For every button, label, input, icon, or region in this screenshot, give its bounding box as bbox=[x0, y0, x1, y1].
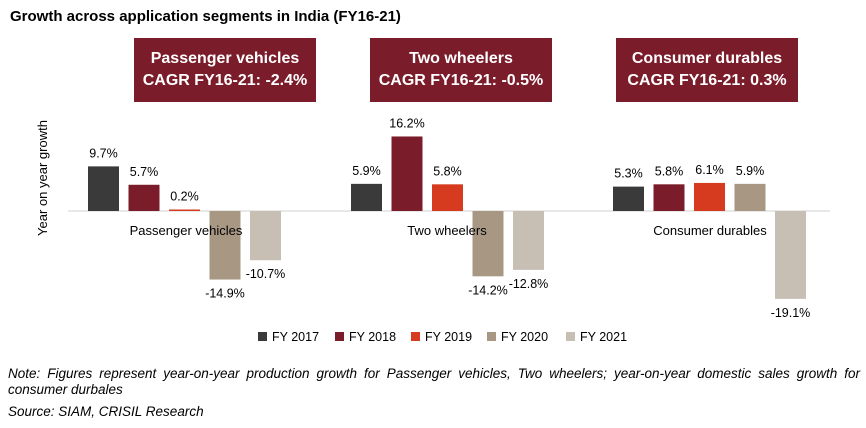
segment-box-passenger-vehicles: Passenger vehicles CAGR FY16-21: -2.4% bbox=[134, 38, 316, 102]
chart-title: Growth across application segments in In… bbox=[10, 8, 401, 25]
legend-swatch bbox=[487, 332, 496, 341]
segment-box-name: Consumer durables bbox=[631, 50, 783, 67]
bar bbox=[432, 184, 463, 211]
bar bbox=[209, 211, 241, 280]
bar bbox=[613, 186, 644, 211]
data-label: 6.1% bbox=[695, 163, 724, 177]
segment-box-cagr: CAGR FY16-21: 0.3% bbox=[627, 72, 787, 89]
legend-swatch bbox=[566, 332, 575, 341]
legend-swatch bbox=[411, 332, 420, 341]
data-label: 16.2% bbox=[389, 116, 424, 130]
legend-label: FY 2017 bbox=[272, 330, 319, 344]
bar bbox=[88, 166, 119, 211]
bar bbox=[775, 211, 806, 299]
bar bbox=[472, 211, 504, 277]
data-label: 0.2% bbox=[170, 190, 199, 204]
y-axis-label: Year on year growth bbox=[35, 120, 50, 236]
bar bbox=[250, 211, 281, 261]
bar bbox=[351, 183, 382, 211]
legend-swatch bbox=[335, 332, 344, 341]
category-label: Two wheelers bbox=[407, 223, 487, 238]
segment-box-name: Two wheelers bbox=[409, 50, 513, 67]
segment-box-consumer-durables: Consumer durables CAGR FY16-21: 0.3% bbox=[616, 38, 798, 102]
legend-label: FY 2021 bbox=[580, 330, 627, 344]
legend-label: FY 2020 bbox=[501, 330, 548, 344]
bar bbox=[694, 182, 725, 211]
data-label: 5.9% bbox=[736, 164, 765, 178]
data-label: 5.9% bbox=[352, 164, 381, 178]
bar bbox=[513, 211, 544, 270]
category-label: Passenger vehicles bbox=[130, 223, 243, 238]
data-label: -10.7% bbox=[246, 267, 286, 281]
legend-label: FY 2018 bbox=[349, 330, 396, 344]
data-label: -19.1% bbox=[771, 306, 811, 320]
bar bbox=[734, 183, 766, 211]
data-label: 5.7% bbox=[130, 165, 159, 179]
data-label: 5.3% bbox=[614, 167, 643, 181]
bar bbox=[169, 209, 200, 211]
legend-swatch bbox=[258, 332, 267, 341]
data-label: 9.7% bbox=[89, 146, 118, 160]
data-label: 5.8% bbox=[433, 164, 462, 178]
category-label: Consumer durables bbox=[653, 223, 767, 238]
data-label: -14.9% bbox=[205, 287, 245, 301]
chart-source: Source: SIAM, CRISIL Research bbox=[8, 404, 204, 419]
bar bbox=[128, 184, 160, 211]
bar bbox=[391, 136, 423, 211]
legend-label: FY 2019 bbox=[425, 330, 472, 344]
data-label: -14.2% bbox=[468, 283, 508, 297]
data-label: 5.8% bbox=[655, 164, 684, 178]
chart-note: Note: Figures represent year-on-year pro… bbox=[8, 366, 860, 397]
segment-box-name: Passenger vehicles bbox=[150, 50, 300, 67]
bar bbox=[653, 184, 685, 211]
segment-box-cagr: CAGR FY16-21: -0.5% bbox=[378, 72, 544, 89]
data-label: -12.8% bbox=[509, 277, 549, 291]
bar-chart: Year on year growth 9.7% 5.9% 5.3% 5.7% 16.2%… bbox=[35, 116, 830, 344]
segment-box-two-wheelers: Two wheelers CAGR FY16-21: -0.5% bbox=[370, 38, 552, 102]
segment-box-cagr: CAGR FY16-21: -2.4% bbox=[142, 72, 308, 89]
